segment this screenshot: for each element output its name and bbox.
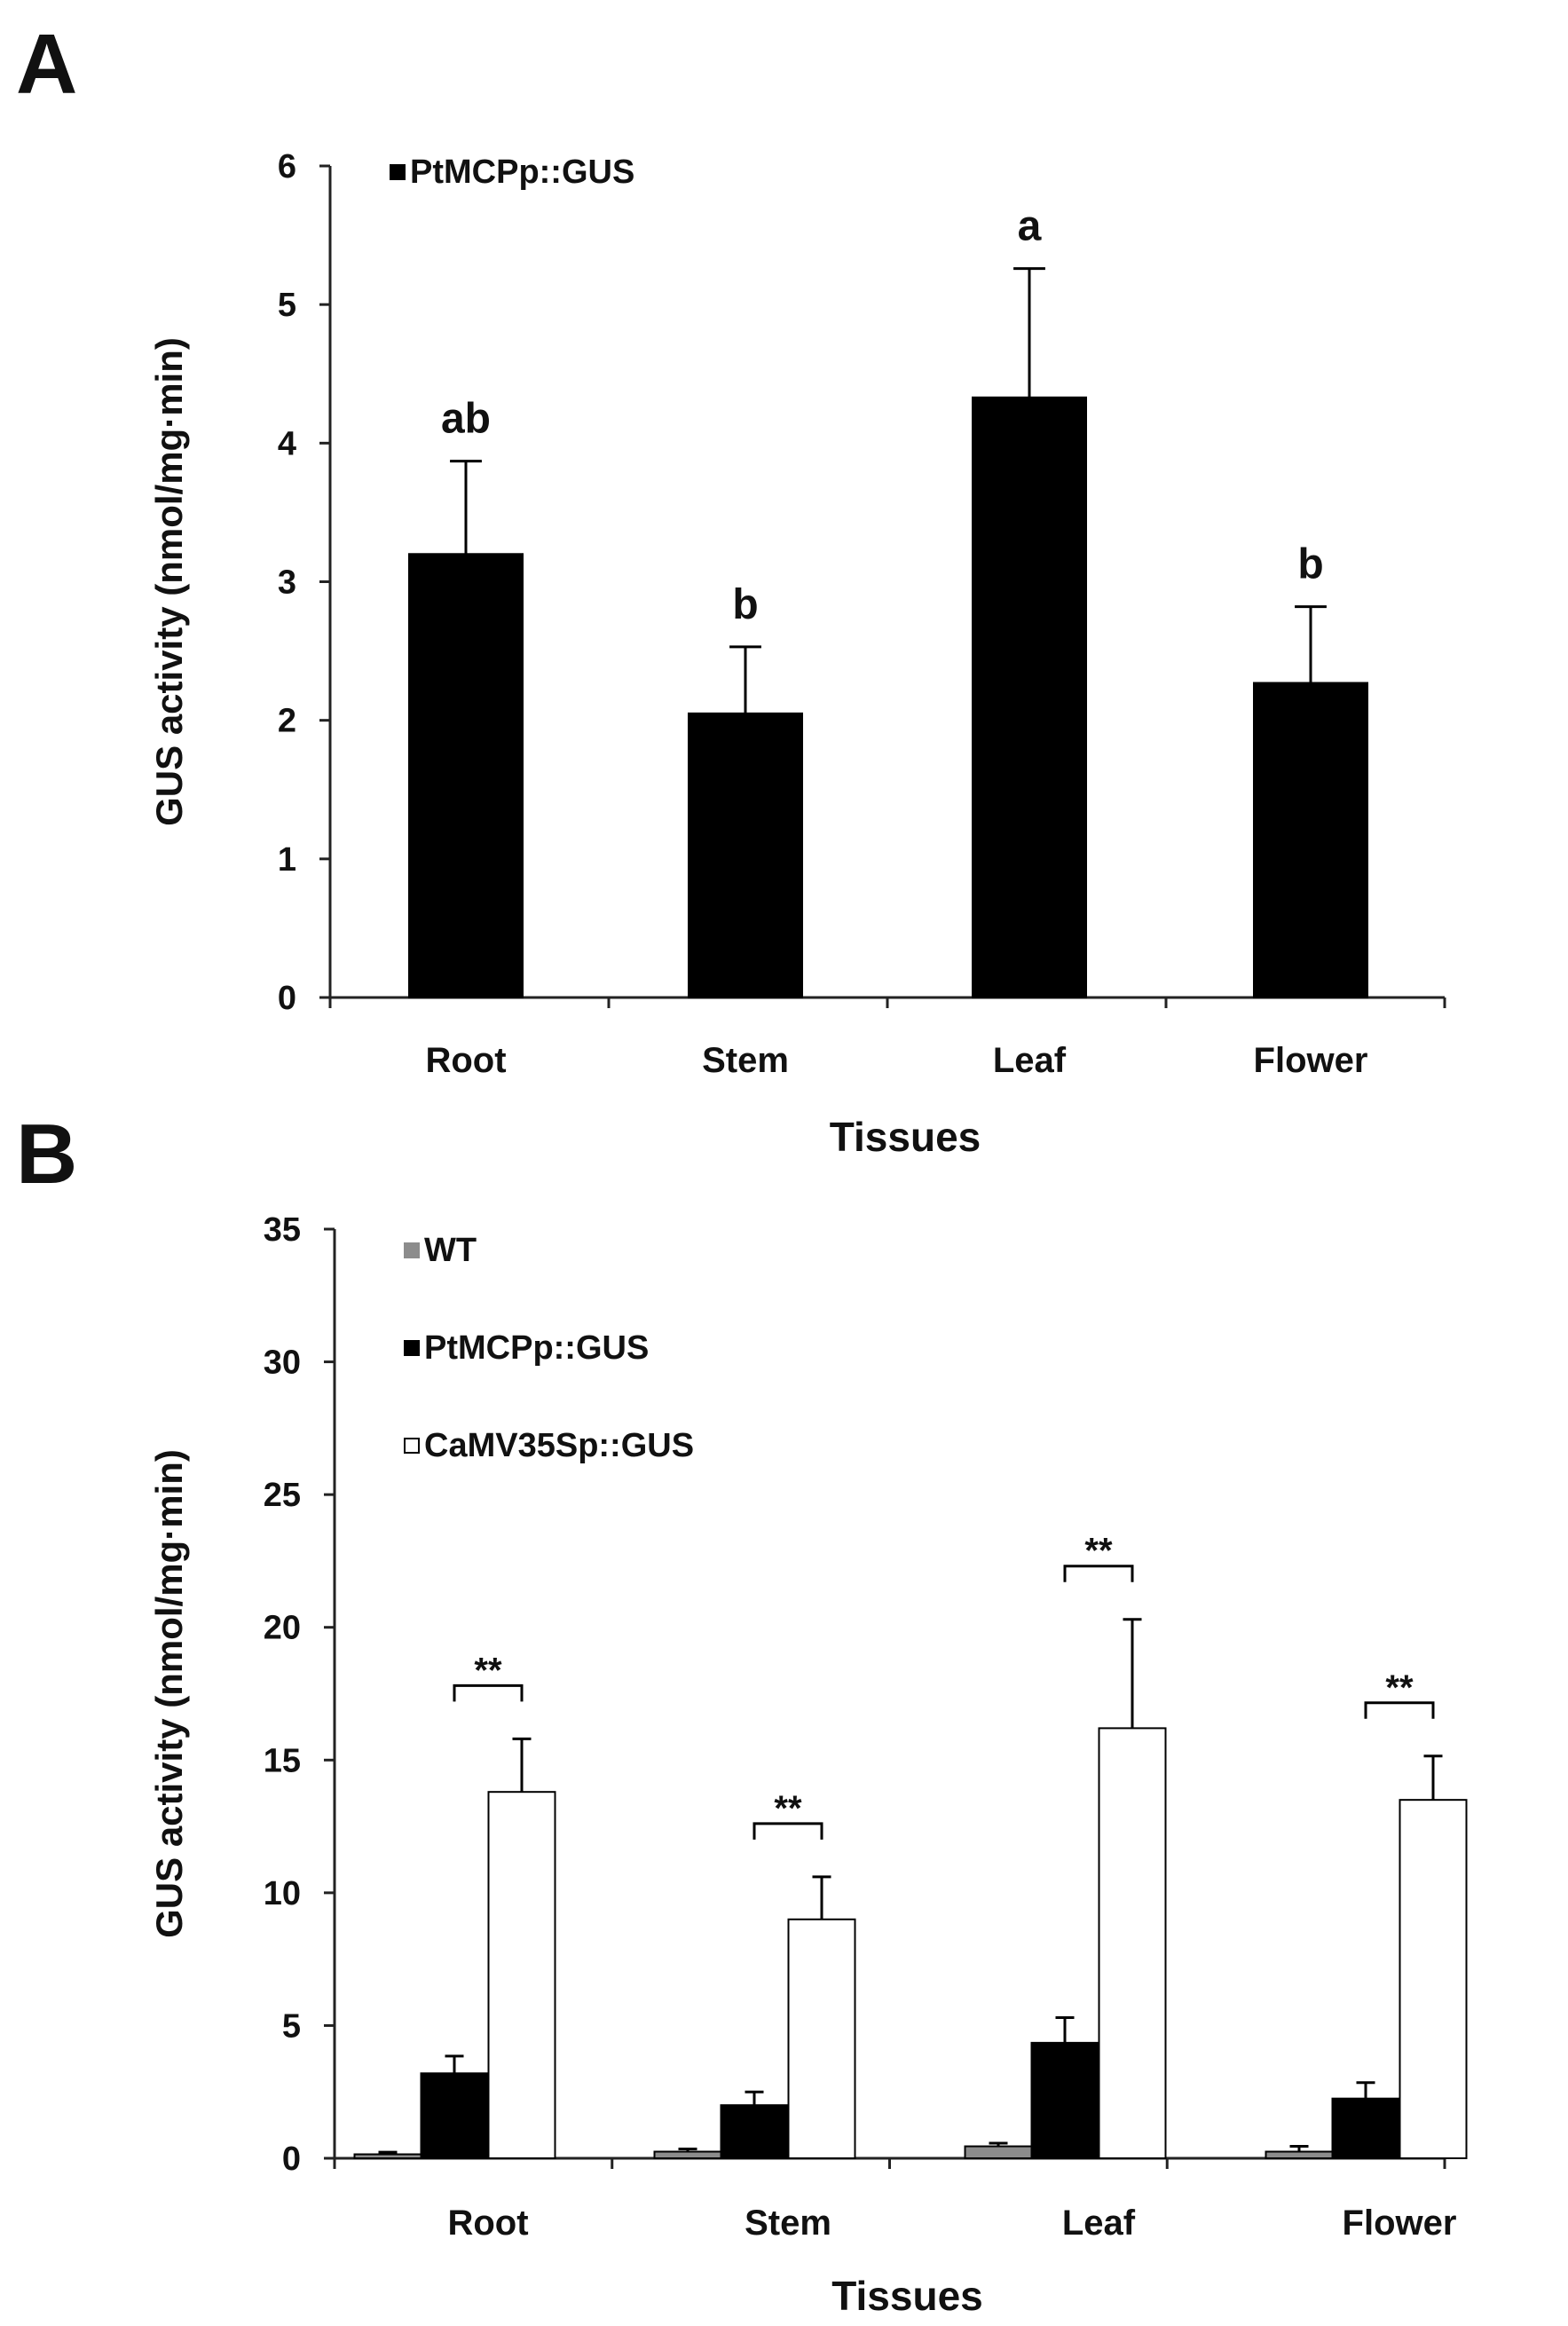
bar: [972, 396, 1087, 998]
y-tick-label: 0: [282, 2141, 301, 2178]
bar: [653, 2150, 722, 2160]
legend-label: PtMCPp::GUS: [410, 154, 634, 191]
significance-label: b: [732, 581, 758, 628]
y-tick-label: 5: [278, 287, 296, 324]
bar: [1253, 682, 1368, 998]
bar: [408, 553, 524, 998]
panel-letter: A: [16, 17, 77, 112]
significance-bracket: [1364, 1701, 1435, 1719]
y-tick-label: 15: [264, 1742, 301, 1779]
significance-label: a: [1018, 203, 1042, 250]
bar: [964, 2145, 1033, 2160]
x-tick-label: Root: [425, 1041, 506, 1080]
legend-label: WT: [424, 1232, 477, 1269]
x-tick-label: Flower: [1254, 1041, 1368, 1080]
x-tick-label: Leaf: [993, 1041, 1067, 1080]
legend-swatch: [404, 1438, 420, 1454]
y-tick-label: 10: [264, 1875, 301, 1912]
legend-label: CaMV35Sp::GUS: [424, 1427, 694, 1464]
x-tick-label: Leaf: [1062, 2204, 1136, 2243]
y-tick-label: 30: [264, 1344, 301, 1382]
x-tick-label: Stem: [702, 1041, 789, 1080]
y-tick-label: 2: [278, 703, 296, 740]
x-tick-label: Root: [447, 2204, 528, 2243]
bar: [1265, 2150, 1334, 2160]
legend-swatch: [404, 1340, 420, 1356]
bar: [787, 1918, 856, 2160]
significance-label: **: [1385, 1668, 1414, 1707]
legend-swatch: [404, 1242, 420, 1258]
y-tick-label: 1: [278, 841, 296, 879]
bar: [487, 1791, 556, 2159]
x-axis-title: Tissues: [830, 1114, 981, 1160]
significance-bracket: [752, 1822, 823, 1840]
x-axis-title: Tissues: [831, 2273, 982, 2319]
x-tick-label: Stem: [745, 2204, 831, 2243]
bar: [1030, 2041, 1099, 2159]
bar: [1399, 1799, 1468, 2159]
bar: [720, 2104, 789, 2159]
panel-letter: B: [16, 1107, 77, 1202]
significance-label: **: [1084, 1532, 1113, 1571]
y-tick-label: 6: [278, 148, 296, 185]
chart-panel-B: B 0 5 10 15 20 25 30 35 Root Stem Leaf Flower Tissues…: [16, 1107, 1468, 2319]
significance-label: **: [774, 1789, 802, 1828]
bar: [1331, 2097, 1400, 2160]
x-tick-label: Flower: [1343, 2204, 1457, 2243]
chart-panel-A: A 0 1 2 3 4 5 6 Root Stem Leaf Flower Tissues GUS act…: [16, 17, 1446, 1160]
y-tick-label: 35: [264, 1211, 301, 1249]
y-tick-label: 20: [264, 1610, 301, 1647]
significance-bracket: [1063, 1565, 1134, 1582]
y-axis-title: GUS activity (nmol/mg·min): [148, 337, 190, 826]
legend-swatch: [390, 164, 406, 180]
significance-bracket: [453, 1683, 524, 1702]
y-tick-label: 3: [278, 564, 296, 602]
y-tick-label: 25: [264, 1477, 301, 1514]
bar: [420, 2072, 489, 2159]
y-axis-title: GUS activity (nmol/mg·min): [148, 1449, 190, 1938]
y-tick-label: 4: [278, 425, 296, 462]
bar: [353, 2153, 422, 2160]
y-tick-label: 0: [278, 980, 296, 1017]
significance-label: **: [474, 1651, 502, 1690]
legend-label: PtMCPp::GUS: [424, 1329, 649, 1367]
significance-label: b: [1297, 541, 1323, 588]
bar: [688, 712, 803, 998]
significance-label: ab: [441, 396, 491, 443]
y-tick-label: 5: [282, 2007, 301, 2045]
bar: [1098, 1727, 1167, 2159]
